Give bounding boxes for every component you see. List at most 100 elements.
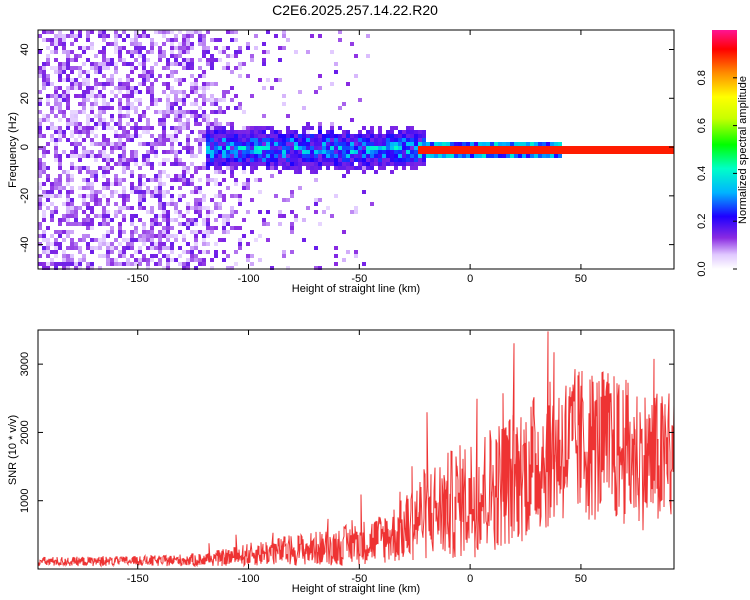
spectrogram-cell (410, 142, 414, 146)
spectrogram-cell (218, 50, 222, 54)
spectrogram-cell (266, 142, 270, 146)
spectrogram-cell (222, 98, 226, 102)
spectrogram-cell (242, 62, 246, 66)
spectrogram-cell (130, 78, 134, 82)
spectrogram-cell (130, 70, 134, 74)
spectrogram-cell (74, 262, 78, 266)
spectrogram-cell (286, 162, 290, 166)
spectrogram-cell (86, 134, 90, 138)
spectrogram-cell (230, 158, 234, 162)
spectrogram-cell (66, 234, 70, 238)
spectrogram-cell (238, 46, 242, 50)
spectrogram-cell (190, 182, 194, 186)
spectrogram-cell (134, 46, 138, 50)
spectrogram-cell (202, 138, 206, 142)
spectrogram-cell (78, 186, 82, 190)
spectrogram-cell (138, 178, 142, 182)
spectrogram-cell (582, 146, 586, 150)
spectrogram-cell (138, 218, 142, 222)
spectrogram-cell (498, 142, 502, 146)
spectrogram-cell (106, 34, 110, 38)
spectrogram-cell (210, 94, 214, 98)
spectrogram-cell (54, 50, 58, 54)
spectrogram-cell (154, 186, 158, 190)
spectrogram-cell (134, 214, 138, 218)
spectrogram-cell (142, 46, 146, 50)
spectrogram-cell (202, 262, 206, 266)
spectrogram-cell (114, 246, 118, 250)
spectrogram-cell (90, 62, 94, 66)
spectrogram-cell (430, 142, 434, 146)
spectrogram-cell (310, 162, 314, 166)
colorbar-tick-label: 0.4 (696, 166, 708, 181)
spectrogram-cell (150, 218, 154, 222)
spectrogram-cell (206, 82, 210, 86)
spectrogram-cell (66, 54, 70, 58)
spectrogram-cell (46, 58, 50, 62)
spectrogram-cell (326, 158, 330, 162)
spectrogram-cell (78, 166, 82, 170)
spectrogram-cell (166, 246, 170, 250)
spectrogram-cell (206, 86, 210, 90)
spectrogram-cell (82, 218, 86, 222)
spectrogram-cell (114, 70, 118, 74)
spectrogram-cell (90, 86, 94, 90)
x-tick-label: 0 (467, 573, 473, 585)
spectrogram-cell (422, 150, 426, 154)
spectrogram-cell (206, 226, 210, 230)
spectrogram-cell (202, 130, 206, 134)
spectrogram-cell (38, 98, 42, 102)
spectrogram-cell (262, 154, 266, 158)
spectrogram-cell (134, 158, 138, 162)
spectrogram-cell (166, 258, 170, 262)
spectrogram-cell (142, 258, 146, 262)
spectrogram-cell (266, 134, 270, 138)
spectrogram-cell (618, 150, 622, 154)
spectrogram-cell (110, 58, 114, 62)
spectrogram-cell (74, 206, 78, 210)
spectrogram-cell (150, 258, 154, 262)
spectrogram-cell (282, 134, 286, 138)
spectrogram-cell (170, 258, 174, 262)
spectrogram-cell (170, 246, 174, 250)
spectrogram-cell (318, 158, 322, 162)
spectrogram-cell (62, 94, 66, 98)
spectrogram-cell (118, 114, 122, 118)
spectrogram-cell (242, 138, 246, 142)
spectrogram-cell (298, 170, 302, 174)
spectrogram-cell (546, 142, 550, 146)
spectrogram-cell (238, 138, 242, 142)
spectrogram-cell (238, 142, 242, 146)
spectrogram-cell (166, 58, 170, 62)
spectrogram-cell (146, 50, 150, 54)
spectrogram-cell (62, 38, 66, 42)
spectrogram-cell (66, 50, 70, 54)
spectrogram-cell (314, 90, 318, 94)
spectrogram-cell (302, 238, 306, 242)
spectrogram-cell (54, 230, 58, 234)
spectrogram-cell (86, 90, 90, 94)
spectrogram-cell (314, 158, 318, 162)
spectrogram-cell (58, 78, 62, 82)
spectrogram-cell (70, 154, 74, 158)
spectrogram-cell (278, 46, 282, 50)
spectrogram-cell (86, 218, 90, 222)
spectrogram-cell (186, 66, 190, 70)
spectrogram-cell (86, 38, 90, 42)
spectrogram-cell (70, 142, 74, 146)
x-tick-label: -150 (127, 573, 149, 585)
spectrogram-cell (238, 134, 242, 138)
spectrogram-cell (194, 266, 198, 270)
spectrogram-cell (214, 206, 218, 210)
spectrogram-cell (326, 166, 330, 170)
spectrogram-cell (202, 114, 206, 118)
spectrogram-cell (322, 154, 326, 158)
spectrogram-cell (122, 134, 126, 138)
spectrogram-cell (230, 170, 234, 174)
spectrogram-cell (82, 94, 86, 98)
spectrogram-cell (210, 146, 214, 150)
spectrogram-cell (626, 146, 630, 150)
spectrogram-cell (46, 54, 50, 58)
spectrogram-cell (174, 90, 178, 94)
spectrogram-cell (150, 142, 154, 146)
